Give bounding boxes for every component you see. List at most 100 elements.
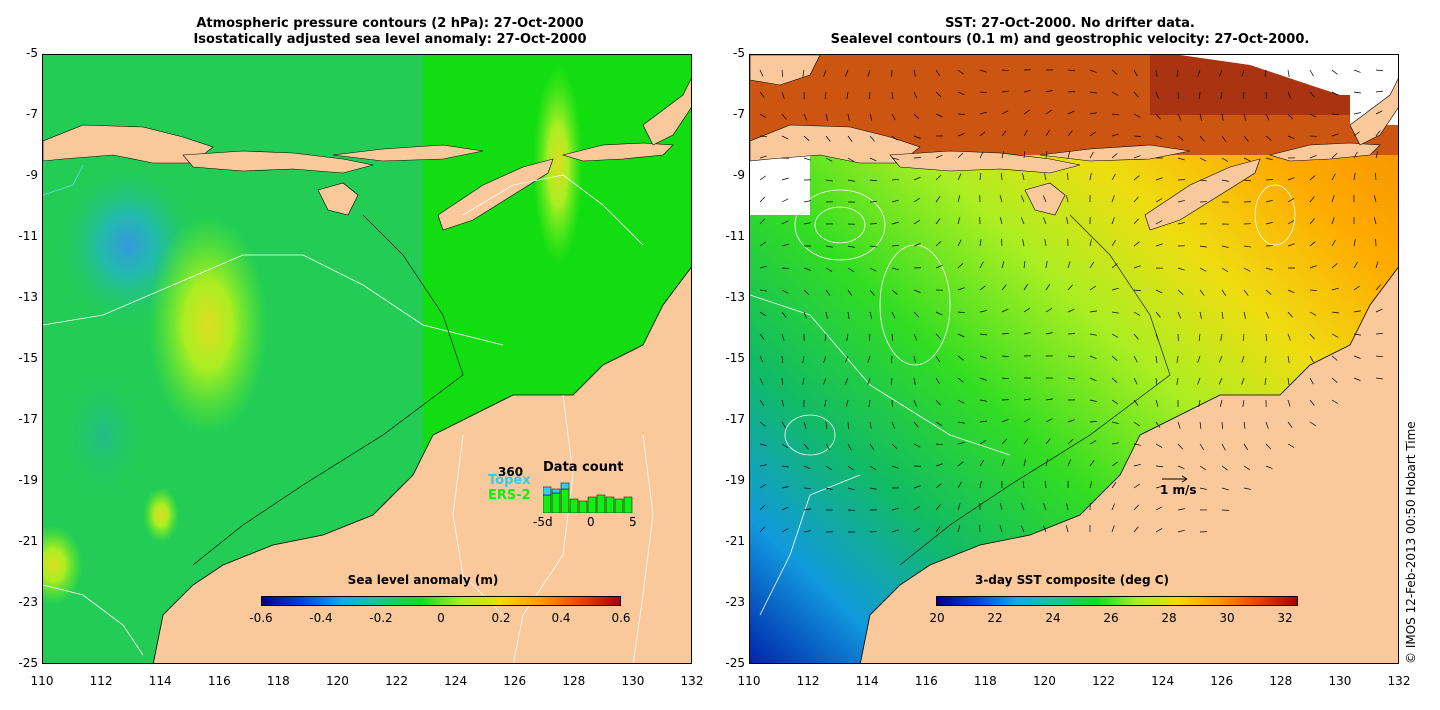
velocity-arrow bbox=[935, 91, 942, 98]
velocity-arrow bbox=[1001, 284, 1007, 291]
velocity-arrow bbox=[1001, 90, 1009, 93]
velocity-arrow bbox=[935, 399, 941, 406]
velocity-arrow bbox=[1089, 261, 1094, 269]
velocity-arrow bbox=[825, 267, 833, 272]
inset-x-label: 0 bbox=[587, 515, 595, 529]
velocity-arrow bbox=[1133, 355, 1138, 363]
velocity-arrow bbox=[1044, 481, 1047, 489]
velocity-arrow bbox=[1133, 526, 1139, 533]
right-cb-tick: 30 bbox=[1219, 611, 1235, 625]
velocity-arrow bbox=[979, 131, 986, 137]
velocity-arrow bbox=[1331, 355, 1338, 361]
velocity-arrow bbox=[1133, 504, 1139, 511]
velocity-arrow bbox=[1221, 465, 1228, 471]
velocity-arrow bbox=[1089, 310, 1097, 313]
velocity-arrow bbox=[891, 311, 896, 319]
velocity-arrow bbox=[1309, 69, 1314, 77]
velocity-arrow bbox=[891, 69, 893, 78]
velocity-arrow bbox=[1243, 267, 1251, 272]
velocity-arrow bbox=[847, 267, 855, 273]
right-colorbar-title: 3-day SST composite (deg C) bbox=[974, 573, 1170, 587]
right-x-tick: 110 bbox=[737, 674, 761, 688]
velocity-arrow bbox=[759, 421, 766, 427]
velocity-arrow bbox=[1111, 482, 1117, 489]
velocity-arrow bbox=[1133, 91, 1139, 98]
velocity-arrow bbox=[1176, 377, 1179, 385]
velocity-arrow bbox=[1023, 261, 1026, 269]
velocity-arrow bbox=[935, 154, 943, 159]
left-colorbar bbox=[261, 596, 621, 606]
velocity-arrow bbox=[1155, 485, 1163, 489]
topex-bar bbox=[560, 482, 570, 490]
velocity-arrow bbox=[957, 173, 962, 181]
velocity-arrow bbox=[1176, 69, 1179, 77]
left-x-tick: 120 bbox=[326, 674, 349, 688]
velocity-arrow bbox=[1287, 399, 1291, 407]
velocity-arrow bbox=[781, 506, 789, 511]
velocity-arrow bbox=[1067, 284, 1073, 291]
velocity-arrow bbox=[847, 487, 855, 491]
velocity-arrow bbox=[1309, 196, 1315, 203]
velocity-arrow bbox=[913, 421, 919, 428]
velocity-arrow bbox=[999, 217, 1003, 225]
velocity-arrow bbox=[1155, 69, 1158, 77]
velocity-arrow bbox=[1045, 398, 1053, 401]
velocity-arrow bbox=[1221, 289, 1227, 297]
velocity-arrow bbox=[1375, 130, 1381, 137]
velocity-arrow bbox=[957, 461, 964, 467]
velocity-arrow bbox=[1111, 263, 1118, 269]
velocity-arrow bbox=[1111, 195, 1115, 203]
velocity-arrow bbox=[913, 113, 920, 120]
velocity-arrow bbox=[1265, 465, 1273, 469]
velocity-arrow bbox=[1133, 175, 1140, 181]
ers2-bar bbox=[560, 488, 570, 513]
velocity-arrow bbox=[1111, 311, 1119, 314]
velocity-arrow bbox=[1089, 91, 1097, 94]
left-x-tick: 118 bbox=[266, 674, 290, 688]
ers2-bar bbox=[614, 498, 624, 513]
right-y-tick: -9 bbox=[733, 168, 745, 182]
velocity-arrow bbox=[781, 243, 789, 247]
velocity-arrow bbox=[935, 377, 940, 385]
velocity-arrow bbox=[1133, 218, 1139, 225]
velocity-arrow bbox=[759, 504, 766, 511]
velocity-arrow bbox=[1155, 198, 1163, 203]
velocity-arrow bbox=[759, 526, 765, 533]
velocity-arrow bbox=[1309, 175, 1316, 181]
velocity-arrow bbox=[1353, 112, 1361, 115]
velocity-arrow bbox=[1198, 91, 1201, 99]
left-y-tick: -17 bbox=[18, 412, 38, 426]
velocity-arrow bbox=[1155, 311, 1161, 318]
velocity-arrow bbox=[1265, 91, 1268, 100]
velocity-arrow bbox=[1043, 217, 1047, 225]
velocity-arrow bbox=[891, 333, 894, 341]
left-cb-tick: 0.2 bbox=[491, 611, 511, 625]
velocity-arrow bbox=[1375, 110, 1383, 115]
velocity-arrow bbox=[979, 239, 982, 247]
velocity-arrow bbox=[935, 504, 941, 511]
velocity-arrow bbox=[1219, 399, 1223, 407]
velocity-arrow bbox=[759, 289, 767, 292]
velocity-arrow bbox=[781, 69, 784, 77]
velocity-scale-label: 1 m/s bbox=[1160, 483, 1197, 497]
velocity-arrow bbox=[781, 486, 789, 489]
left-x-tick: 132 bbox=[680, 674, 704, 688]
velocity-arrow bbox=[1089, 239, 1092, 247]
velocity-arrow bbox=[957, 525, 961, 533]
right-y-tick: -5 bbox=[733, 46, 745, 60]
velocity-arrow bbox=[979, 459, 985, 467]
velocity-arrow bbox=[1001, 261, 1005, 269]
velocity-arrow bbox=[869, 267, 877, 272]
right-x-tick: 112 bbox=[796, 674, 820, 688]
velocity-arrow bbox=[1111, 421, 1119, 425]
velocity-arrow bbox=[1000, 173, 1003, 181]
velocity-arrow bbox=[1067, 438, 1074, 445]
velocity-arrow bbox=[935, 421, 943, 426]
right-cb-tick: 22 bbox=[987, 611, 1003, 625]
velocity-arrow bbox=[913, 69, 916, 77]
velocity-arrow bbox=[913, 485, 921, 489]
velocity-arrow bbox=[1221, 245, 1229, 248]
left-y-tick: -21 bbox=[18, 534, 38, 548]
velocity-arrow bbox=[759, 311, 767, 317]
left-x-tick: 124 bbox=[444, 674, 468, 688]
